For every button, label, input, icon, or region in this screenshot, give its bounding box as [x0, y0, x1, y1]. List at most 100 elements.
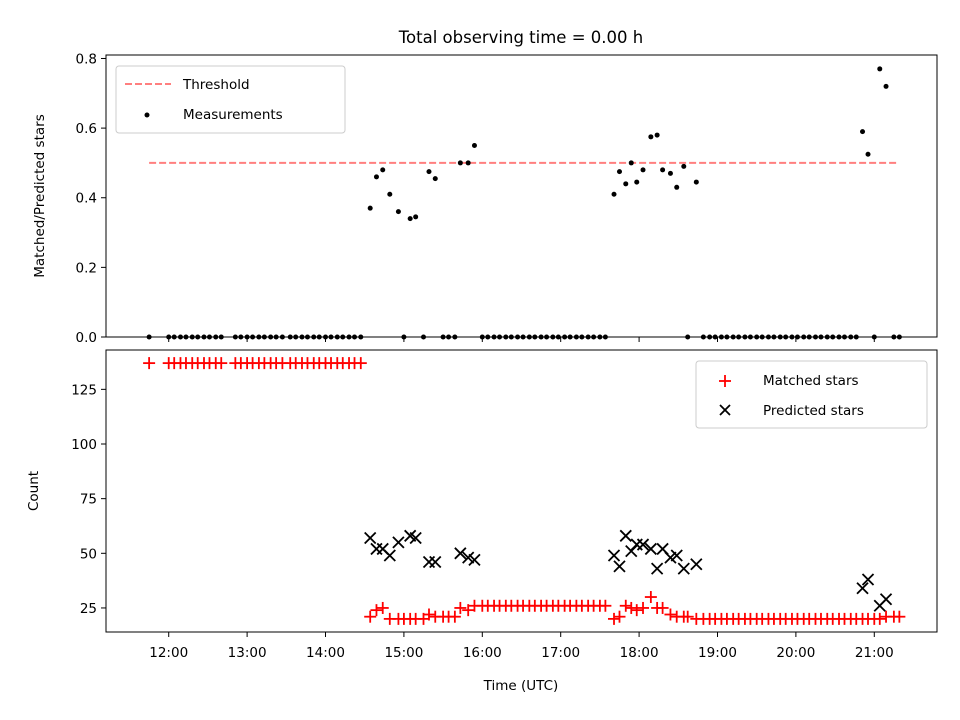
- predicted-star-point-b: [619, 529, 632, 542]
- x-tick-label: 13:00: [228, 645, 267, 661]
- matched-star-point: [664, 608, 677, 621]
- x-tick-label: 12:00: [149, 645, 188, 661]
- bottom-panel-frame: [105, 349, 938, 633]
- bottom-legend: Matched stars Predicted stars: [695, 360, 928, 429]
- x-tick-label: 16:00: [463, 645, 502, 661]
- predicted-star-point: [636, 538, 650, 551]
- measurement-point: [693, 179, 699, 185]
- measurement-point: [860, 129, 866, 135]
- measurement-point: [432, 176, 438, 182]
- measurement-point: [654, 132, 660, 138]
- matched-star-point: [644, 591, 657, 604]
- y-tick-label: 100: [71, 437, 97, 453]
- matched-star-point: [364, 610, 377, 623]
- bottom-x-axis-label: Time (UTC): [483, 678, 559, 694]
- measurement-point: [883, 83, 889, 89]
- measurement-point: [380, 167, 386, 173]
- predicted-star-point-b: [392, 536, 405, 549]
- measurement-point: [367, 205, 373, 211]
- matched-star-point: [630, 604, 643, 617]
- x-tick-label: 18:00: [620, 645, 659, 661]
- predicted-star-point-b: [429, 555, 442, 569]
- matched-star-point: [422, 608, 435, 621]
- predicted-star-point: [468, 553, 481, 566]
- matched-star-point: [608, 612, 621, 625]
- matched-star-point: [354, 357, 367, 370]
- measurement-point: [611, 191, 617, 197]
- matched-legend-label: Matched stars: [763, 373, 859, 389]
- threshold-legend-label: Threshold: [182, 77, 250, 93]
- y-tick-label: 25: [80, 601, 97, 617]
- measurement-point: [413, 214, 419, 220]
- predicted-star-point: [650, 562, 664, 575]
- predicted-star-point: [383, 549, 396, 562]
- predicted-star-point-b: [613, 560, 626, 573]
- predicted-star-point: [409, 531, 422, 545]
- y-tick-label: 50: [80, 546, 97, 562]
- predicted-star-point-b: [468, 553, 481, 566]
- measurement-point: [877, 66, 883, 72]
- x-tick-label: 19:00: [698, 645, 737, 661]
- matched-star-point: [619, 599, 632, 612]
- x-tick-label: 14:00: [306, 645, 345, 661]
- top-y-axis: 0.0 0.2 0.4 0.6 0.8: [76, 51, 106, 346]
- measurements-legend-label: Measurements: [183, 107, 283, 123]
- top-chart-title: Total observing time = 0.00 h: [398, 28, 643, 47]
- predicted-star-point: [879, 593, 893, 606]
- predicted-star-point: [861, 573, 875, 586]
- predicted-star-point: [644, 542, 657, 556]
- predicted-star-point: [619, 529, 632, 542]
- y-tick-label: 0.0: [76, 330, 97, 346]
- matched-star-point: [893, 610, 906, 623]
- measurement-point: [373, 174, 379, 180]
- bottom-panel-marks: [143, 357, 906, 625]
- y-tick-label: 0.8: [76, 51, 97, 67]
- top-legend-box: [115, 65, 346, 134]
- bottom-y-axis: 25 50 75 100 125: [71, 382, 106, 617]
- predicted-star-point: [690, 558, 703, 571]
- predicted-star-point-b: [462, 551, 475, 564]
- measurement-point: [681, 163, 687, 169]
- bottom-legend-box: [695, 360, 928, 429]
- top-panel: 0.00.20.40.60.8 Matched/Predicted stars …: [32, 51, 938, 346]
- predicted-star-point-b: [656, 542, 669, 556]
- predicted-star-point-b: [364, 531, 377, 545]
- measurement-point: [865, 151, 871, 157]
- predicted-star-point-b: [636, 538, 650, 551]
- predicted-legend-swatch: [719, 404, 731, 416]
- predicted-star-point: [392, 536, 405, 549]
- matched-star-point: [656, 601, 669, 614]
- predicted-star-point-b: [383, 549, 396, 562]
- y-tick-label: 0.2: [76, 260, 97, 276]
- matched-star-point: [376, 601, 389, 614]
- measurement-point: [660, 167, 666, 173]
- predicted-star-point-b: [650, 562, 664, 575]
- measurement-point: [471, 143, 477, 149]
- x-tick-label: 15:00: [384, 645, 423, 661]
- matched-star-point: [599, 599, 612, 612]
- measurement-point: [407, 216, 413, 222]
- measurement-point: [623, 181, 629, 187]
- measurements-legend-swatch: [144, 112, 150, 118]
- measurement-point: [648, 134, 654, 140]
- top-y-axis-label: Matched/Predicted stars: [32, 114, 48, 277]
- y-tick-label: 75: [80, 492, 97, 508]
- predicted-star-point-b: [677, 562, 690, 575]
- x-tick-label: 20:00: [776, 645, 815, 661]
- predicted-star-point: [429, 555, 442, 569]
- matched-star-point: [637, 601, 650, 614]
- bottom-y-axis-label: Count: [26, 471, 42, 511]
- matched-star-point: [873, 612, 886, 625]
- matched-star-point: [448, 610, 461, 623]
- measurement-point: [426, 169, 432, 175]
- measurement-point: [457, 160, 463, 166]
- matched-star-point: [681, 610, 694, 623]
- matched-legend-swatch: [719, 375, 731, 387]
- measurement-point: [634, 179, 640, 185]
- matched-star-point: [143, 357, 156, 370]
- top-x-ticks: [168, 337, 875, 342]
- y-tick-label: 125: [71, 382, 97, 398]
- y-tick-label: 0.4: [76, 191, 97, 207]
- predicted-star-point-b: [856, 582, 869, 595]
- predicted-star-point: [670, 549, 683, 562]
